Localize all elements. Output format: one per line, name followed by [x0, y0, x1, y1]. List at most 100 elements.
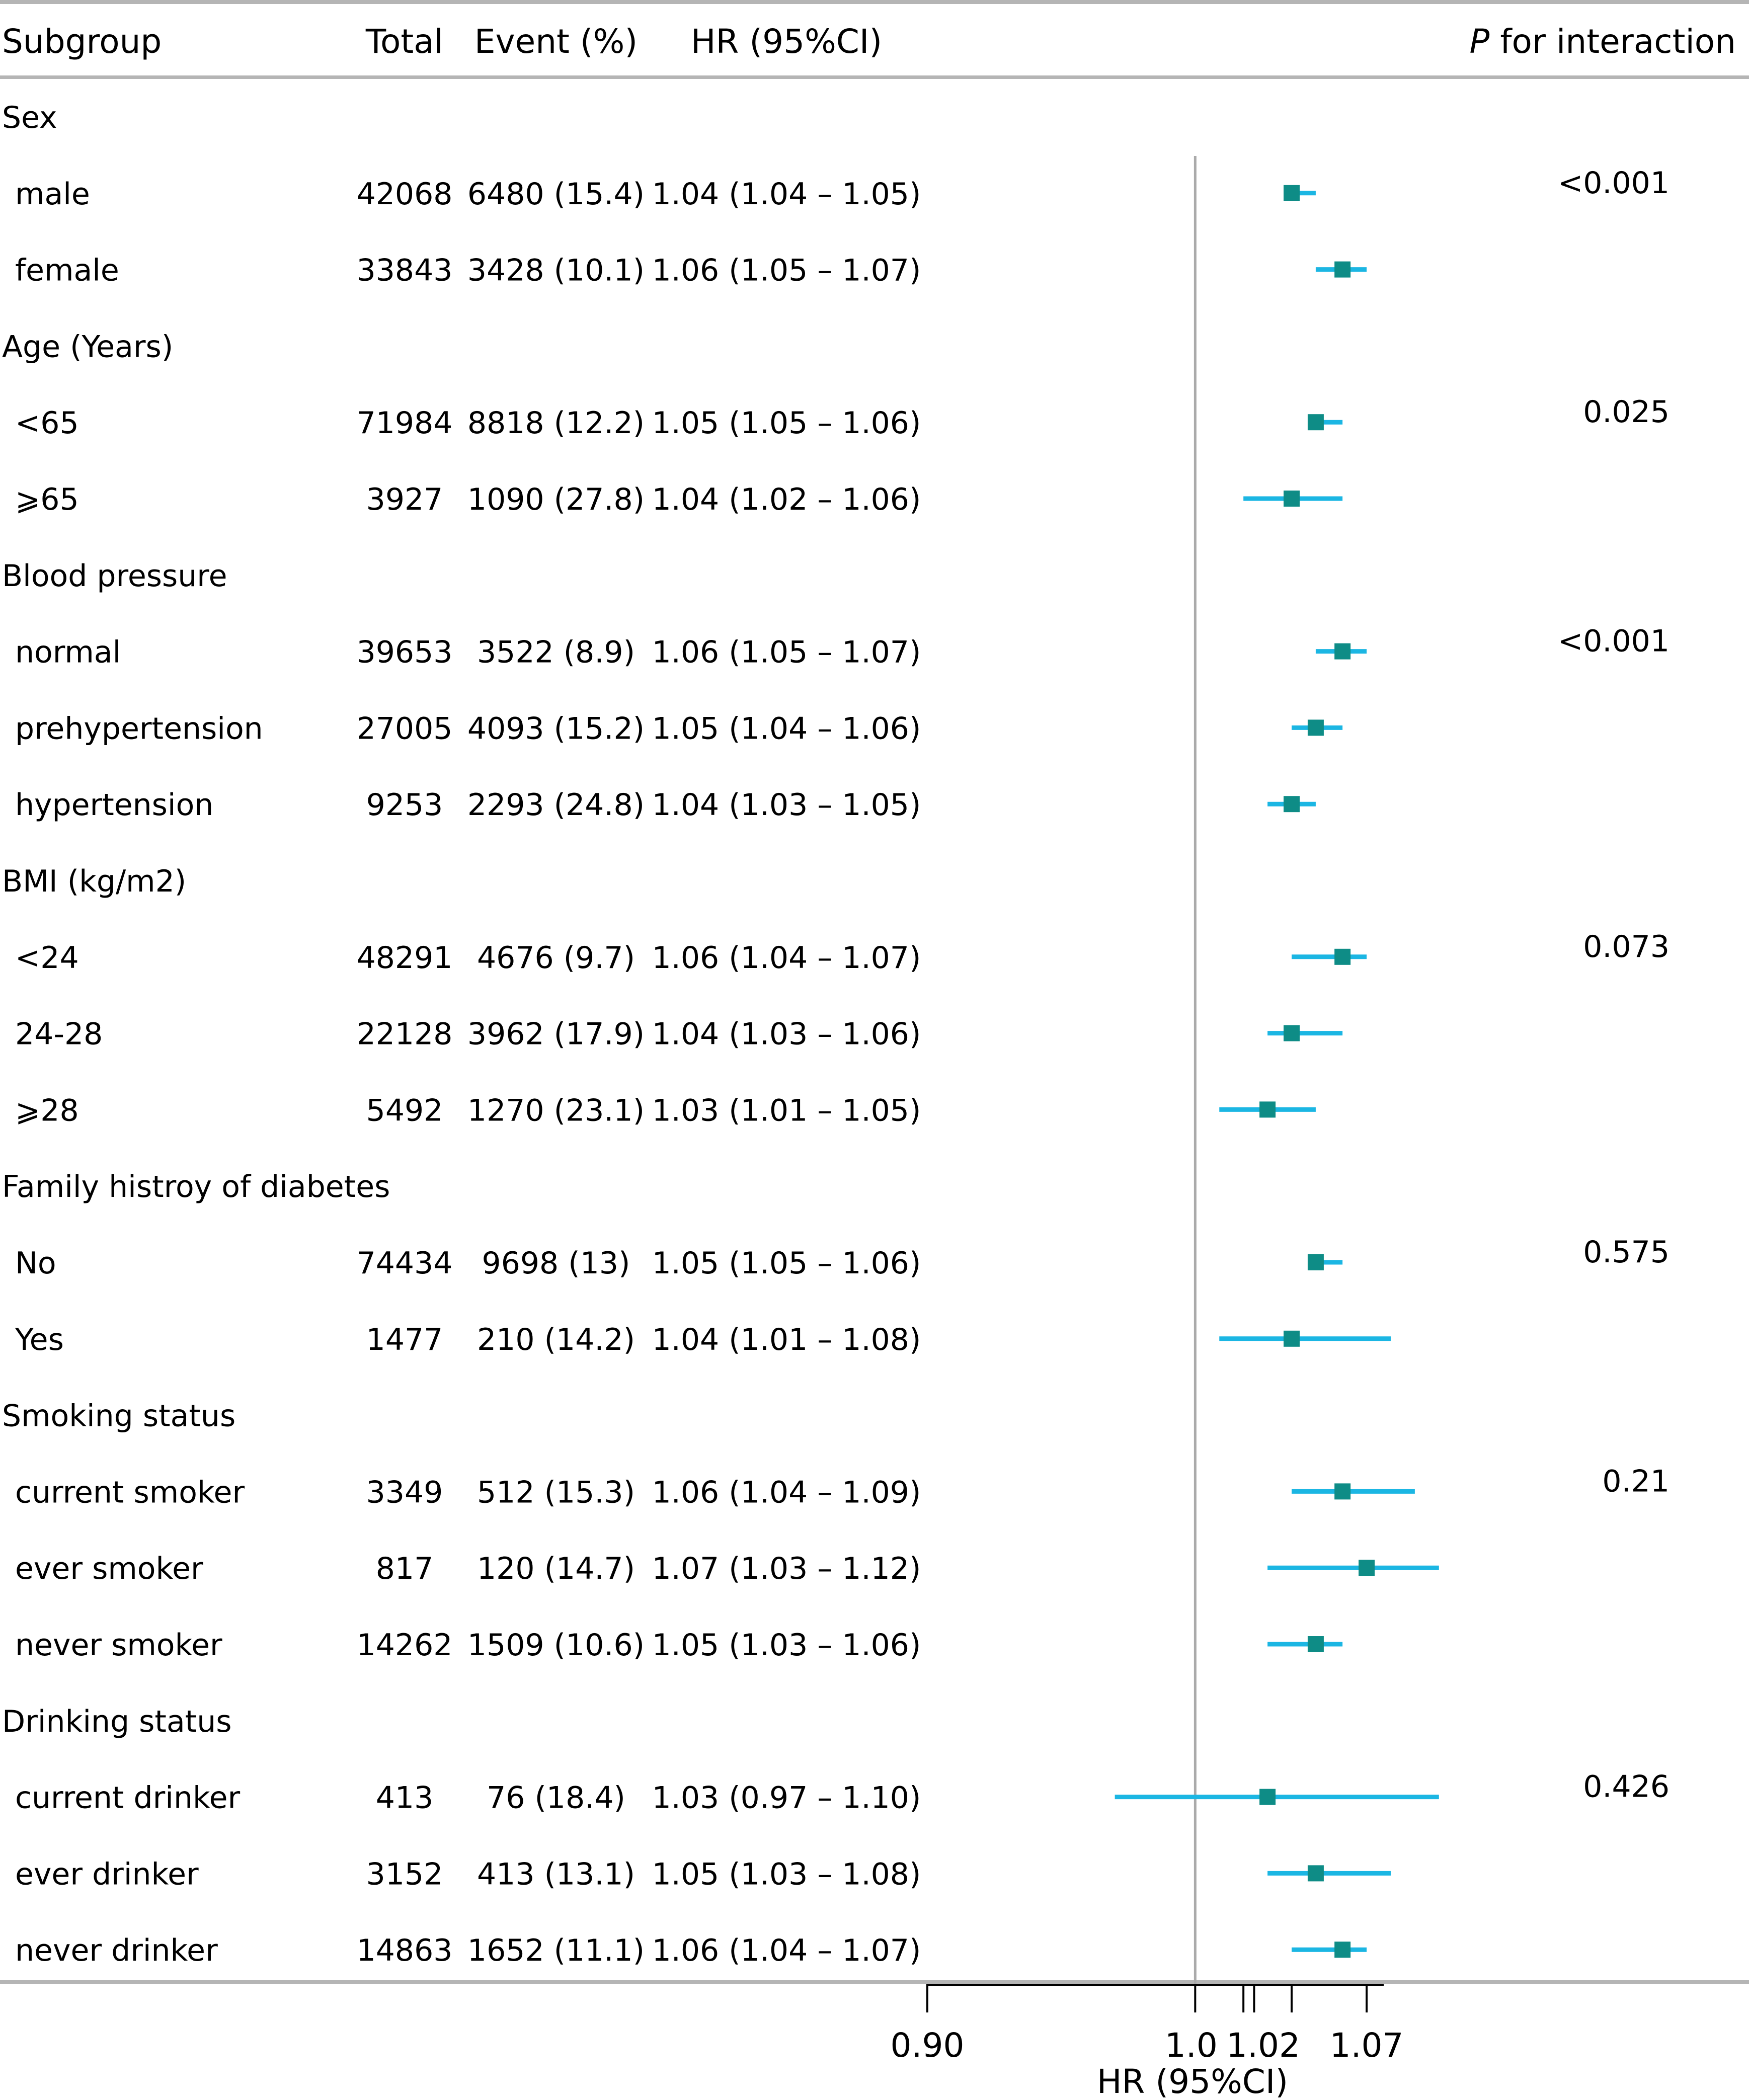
subgroup-label: 24-28 — [15, 1017, 103, 1052]
table-row: female 33843 3428 (10.1) 1.06 (1.05 – 1.07) — [15, 253, 921, 288]
total-value: 1477 — [366, 1322, 443, 1357]
total-value: 42068 — [357, 177, 453, 212]
header-rule — [0, 75, 1749, 79]
event-value: 76 (18.4) — [487, 1781, 625, 1816]
table-row: <65 71984 8818 (12.2) 1.05 (1.05 – 1.06) 0.0… — [15, 394, 1670, 441]
subgroup-label: never drinker — [15, 1933, 218, 1968]
event-value: 4093 (15.2) — [467, 711, 645, 746]
table-row: 24-28 22128 3962 (17.9) 1.04 (1.03 – 1.06) — [15, 1017, 921, 1052]
event-value: 3962 (17.9) — [467, 1017, 645, 1052]
event-value: 3522 (8.9) — [477, 635, 635, 670]
event-value: 210 (14.2) — [477, 1322, 635, 1357]
subgroup-label: never smoker — [15, 1628, 222, 1663]
total-value: 14863 — [357, 1933, 453, 1968]
subgroup-label: female — [15, 253, 119, 288]
header-p-rest: for interaction — [1489, 22, 1736, 61]
hr-point-marker — [1359, 1560, 1375, 1576]
total-value: 39653 — [357, 635, 453, 670]
total-value: 9253 — [366, 787, 443, 823]
total-value: 33843 — [357, 253, 453, 288]
total-value: 27005 — [357, 711, 453, 746]
total-value: 74434 — [357, 1246, 453, 1281]
subgroup-label: male — [15, 177, 90, 212]
hr-point-marker — [1259, 1101, 1276, 1118]
event-value: 120 (14.7) — [477, 1551, 635, 1586]
subgroup-label: <65 — [15, 406, 79, 441]
table-row: male 42068 6480 (15.4) 1.04 (1.04 – 1.05) <0… — [15, 166, 1670, 212]
table-row: ever smoker 817 120 (14.7) 1.07 (1.03 – 1.1… — [15, 1551, 921, 1586]
table-row: never drinker 14863 1652 (11.1) 1.06 (1.04 … — [15, 1933, 921, 1968]
subgroup-label: current smoker — [15, 1475, 245, 1510]
group-label: Smoking status — [2, 1399, 235, 1434]
event-value: 6480 (15.4) — [467, 177, 645, 212]
x-axis: 0.90 1.0 1.02 1.07 — [891, 1984, 1404, 2065]
p-interaction-value: <0.001 — [1558, 624, 1670, 659]
table-row: ⩾65 3927 1090 (27.8) 1.04 (1.02 – 1.06) — [15, 482, 921, 517]
total-value: 817 — [376, 1551, 434, 1586]
subgroup-label: ever smoker — [15, 1551, 203, 1586]
subgroup-label: normal — [15, 635, 121, 670]
table-row: current drinker 413 76 (18.4) 1.03 (0.97 – … — [15, 1769, 1670, 1816]
hr-point-marker — [1334, 1942, 1351, 1958]
hr-ci-text: 1.05 (1.03 – 1.06) — [652, 1628, 921, 1663]
hr-ci-text: 1.03 (1.01 – 1.05) — [652, 1093, 921, 1128]
total-value: 14262 — [357, 1628, 453, 1663]
x-axis-tick-label: 0.90 — [891, 2026, 965, 2065]
event-value: 8818 (12.2) — [467, 406, 645, 441]
top-rule — [0, 0, 1749, 4]
hr-point-marker — [1307, 1254, 1324, 1270]
hr-point-marker — [1284, 1025, 1300, 1041]
subgroup-label: current drinker — [15, 1781, 240, 1816]
event-value: 1090 (27.8) — [467, 482, 645, 517]
hr-ci-text: 1.04 (1.03 – 1.06) — [652, 1017, 921, 1052]
group-label: Age (Years) — [2, 329, 173, 364]
group-label: Sex — [2, 100, 57, 135]
x-axis-tick-label: 1.02 — [1226, 2026, 1300, 2065]
subgroup-label: <24 — [15, 940, 79, 976]
hr-point-marker — [1259, 1789, 1276, 1805]
hr-ci-text: 1.07 (1.03 – 1.12) — [652, 1551, 921, 1586]
x-axis-label: HR (95%CI) — [1097, 2062, 1288, 2100]
hr-point-marker — [1307, 1865, 1324, 1882]
subgroup-label: ever drinker — [15, 1856, 199, 1892]
hr-marks — [1115, 185, 1439, 1958]
event-value: 512 (15.3) — [477, 1475, 635, 1510]
table-row: ⩾28 5492 1270 (23.1) 1.03 (1.01 – 1.05) — [15, 1093, 921, 1128]
hr-ci-text: 1.04 (1.01 – 1.08) — [652, 1322, 921, 1357]
subgroup-label: hypertension — [15, 787, 213, 823]
hr-ci-text: 1.04 (1.02 – 1.06) — [652, 482, 921, 517]
header-p-italic: P — [1470, 22, 1490, 61]
header-hr: HR (95%CI) — [691, 22, 882, 61]
total-value: 22128 — [357, 1017, 453, 1052]
hr-point-marker — [1284, 185, 1300, 201]
hr-point-marker — [1307, 1636, 1324, 1652]
hr-point-marker — [1284, 796, 1300, 813]
subgroup-label: prehypertension — [15, 711, 263, 746]
hr-ci-text: 1.06 (1.04 – 1.09) — [652, 1475, 921, 1510]
event-value: 2293 (24.8) — [467, 787, 645, 823]
hr-ci-text: 1.06 (1.05 – 1.07) — [652, 253, 921, 288]
group-label: Drinking status — [2, 1704, 232, 1739]
header-event: Event (%) — [474, 22, 638, 61]
hr-point-marker — [1284, 1330, 1300, 1347]
header-total: Total — [365, 22, 443, 61]
event-value: 1270 (23.1) — [467, 1093, 645, 1128]
p-interaction-value: 0.21 — [1602, 1464, 1670, 1499]
hr-point-marker — [1334, 1483, 1351, 1500]
group-label: BMI (kg/m2) — [2, 864, 186, 899]
event-value: 1509 (10.6) — [467, 1628, 645, 1663]
event-value: 4676 (9.7) — [477, 940, 635, 976]
table-row: never smoker 14262 1509 (10.6) 1.05 (1.03 –… — [15, 1628, 921, 1663]
header-subgroup: Subgroup — [2, 22, 162, 61]
hr-ci-text: 1.06 (1.04 – 1.07) — [652, 1933, 921, 1968]
hr-ci-text: 1.03 (0.97 – 1.10) — [652, 1781, 921, 1816]
hr-ci-text: 1.05 (1.03 – 1.08) — [652, 1856, 921, 1892]
total-value: 48291 — [357, 940, 453, 976]
total-value: 3152 — [366, 1856, 443, 1892]
p-interaction-value: 0.426 — [1583, 1769, 1670, 1805]
event-value: 3428 (10.1) — [467, 253, 645, 288]
group-label: Blood pressure — [2, 558, 227, 594]
event-value: 1652 (11.1) — [467, 1933, 645, 1968]
hr-point-marker — [1334, 643, 1351, 660]
